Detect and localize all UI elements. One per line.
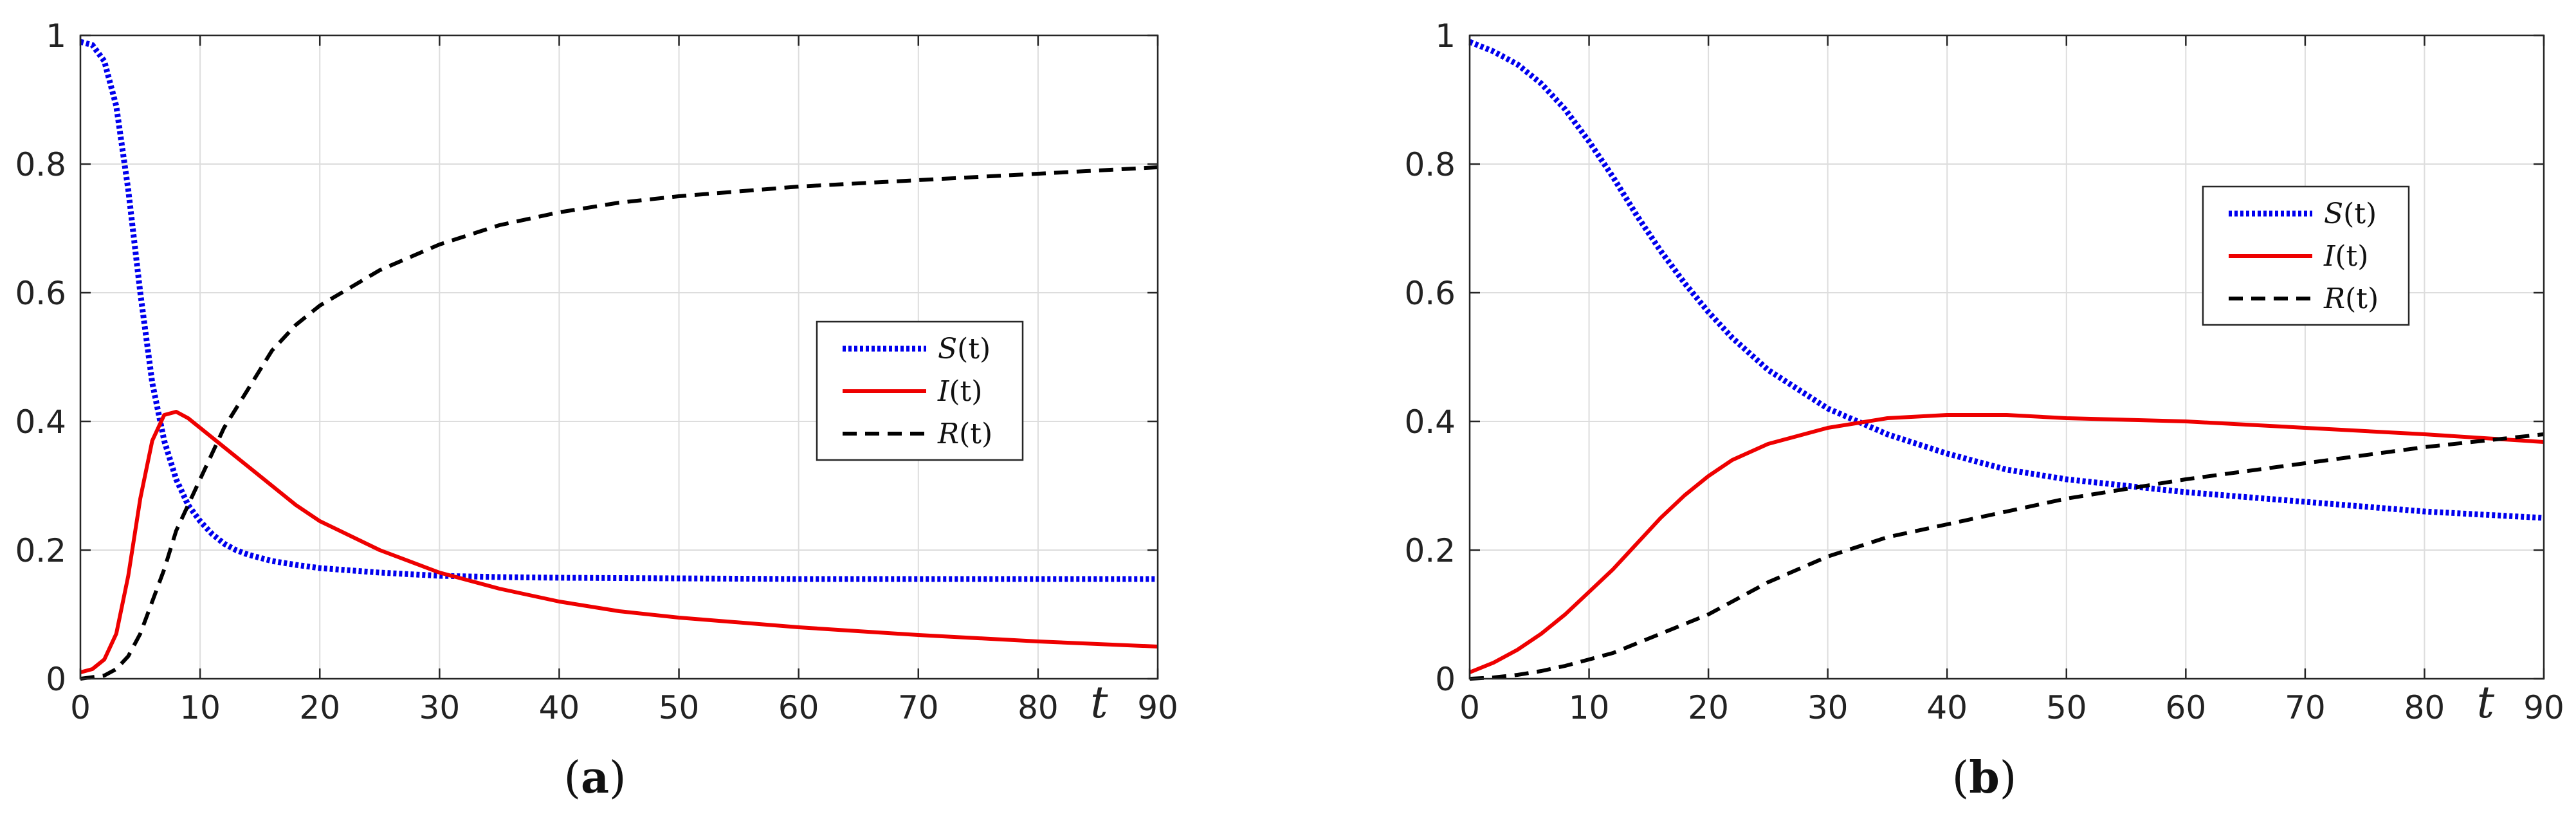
- legend-label-R: R(t): [2323, 282, 2379, 315]
- y-tick-label: 0.6: [15, 275, 66, 312]
- y-tick-label: 1: [46, 17, 66, 55]
- x-tick-label: 60: [2166, 689, 2207, 726]
- y-tick-label: 0.8: [15, 146, 66, 183]
- series-line-S: [79, 39, 1158, 582]
- y-tick-label: 0.8: [1404, 146, 1456, 183]
- legend-label-R: R(t): [937, 418, 992, 450]
- y-tick-label: 1: [1435, 17, 1456, 55]
- x-tick-label: 90: [1137, 689, 1178, 726]
- panel-caption: (a): [563, 752, 626, 804]
- legend-label-arg: (t): [949, 375, 982, 408]
- legend: S(t)I(t)R(t): [2202, 185, 2410, 326]
- axes-box: [1468, 34, 2545, 680]
- legend-label-S: S(t): [938, 333, 991, 365]
- x-tick-label: 80: [2404, 689, 2445, 726]
- x-tick-label: 50: [659, 689, 700, 726]
- x-tick-label: 0: [1459, 689, 1480, 726]
- caption-letter: b: [1969, 752, 2000, 804]
- x-tick-label: 20: [1688, 689, 1729, 726]
- y-tick-label: 0.4: [1404, 403, 1456, 441]
- caption-open: (: [563, 753, 581, 804]
- chart-panel-b: 0 10 20 30 40 50 60 70 80 9000.20.40.60.81tS(t)I(…: [1404, 17, 2564, 804]
- caption-close: ): [2000, 753, 2017, 804]
- axes-box: [79, 34, 1159, 680]
- legend-label-arg: (t): [2335, 240, 2368, 273]
- x-tick-label: 10: [179, 689, 221, 726]
- legend-label-arg: (t): [959, 418, 992, 450]
- legend-label-arg: (t): [2345, 282, 2379, 315]
- x-axis-label: t: [2477, 677, 2495, 728]
- series-line-I: [80, 410, 1158, 674]
- x-tick-label: 30: [1807, 689, 1849, 726]
- series-line-R: [80, 165, 1158, 681]
- series-line-I: [1468, 413, 2544, 674]
- x-tick-label: 10: [1569, 689, 1610, 726]
- y-tick-label: 0.4: [15, 403, 66, 441]
- plot-area: [1470, 35, 2544, 679]
- y-tick-label: 0.2: [15, 532, 66, 569]
- legend-label-fn: I: [2323, 240, 2336, 273]
- x-tick-label: 20: [299, 689, 340, 726]
- y-tick-label: 0: [1435, 661, 1456, 698]
- legend-label-arg: (t): [957, 333, 991, 365]
- x-tick-label: 90: [2523, 689, 2564, 726]
- x-tick-label: 60: [778, 689, 819, 726]
- y-tick-label: 0.6: [1404, 275, 1456, 312]
- series-line-S: [1468, 39, 2544, 521]
- x-tick-label: 50: [2046, 689, 2087, 726]
- legend-label-fn: S: [2324, 198, 2343, 230]
- series-line-R: [1469, 432, 2544, 681]
- x-tick-label: 70: [2285, 689, 2326, 726]
- legend-label-fn: S: [938, 333, 957, 365]
- legend-label-S: S(t): [2324, 198, 2377, 230]
- x-tick-label: 40: [1926, 689, 1968, 726]
- x-tick-label: 0: [70, 689, 91, 726]
- x-tick-label: 70: [898, 689, 939, 726]
- legend-label-I: I(t): [2323, 240, 2368, 273]
- legend-label-fn: R: [2323, 282, 2345, 315]
- chart-panel-a: 0 10 20 30 40 50 60 70 80 9000.20.40.60.81tS(t)I(…: [15, 17, 1178, 804]
- legend-label-arg: (t): [2343, 198, 2377, 230]
- caption-letter: a: [581, 752, 609, 804]
- x-tick-label: 40: [539, 689, 580, 726]
- panel-caption: (b): [1952, 752, 2017, 804]
- legend-label-fn: I: [937, 375, 950, 408]
- legend: S(t)I(t)R(t): [816, 320, 1024, 461]
- caption-close: ): [609, 753, 626, 804]
- x-tick-label: 80: [1018, 689, 1059, 726]
- y-tick-label: 0.2: [1404, 532, 1456, 569]
- legend-label-fn: R: [937, 418, 959, 450]
- x-axis-label: t: [1090, 677, 1108, 728]
- x-tick-label: 30: [419, 689, 461, 726]
- caption-open: (: [1952, 753, 1969, 804]
- legend-label-I: I(t): [937, 375, 982, 408]
- y-tick-label: 0: [46, 661, 66, 698]
